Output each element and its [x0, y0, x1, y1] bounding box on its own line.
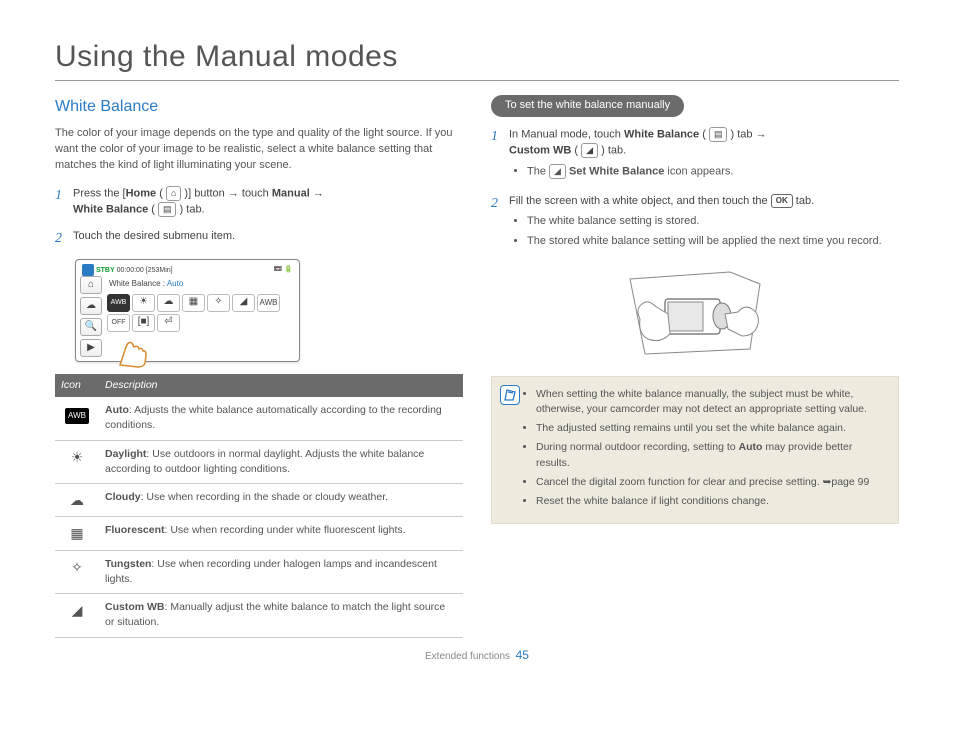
pointing-hand-icon [112, 329, 152, 369]
wb-row-icon: AWB [55, 397, 99, 440]
wb-icon: ▤ [158, 202, 177, 217]
list-item: The white balance setting is stored. [527, 214, 899, 230]
wb-row-desc: Cloudy: Use when recording in the shade … [99, 484, 463, 517]
table-row: ▦Fluorescent: Use when recording under w… [55, 517, 463, 550]
right-step-2-body: Fill the screen with a white object, and… [509, 194, 899, 254]
lcd-play-button[interactable]: ▶ [80, 339, 102, 357]
lcd-zoom-button[interactable]: 🔍 [80, 318, 102, 336]
step-number-1: 1 [55, 186, 67, 219]
set-wb-icon: ◢ [549, 164, 566, 179]
wb-option-tungsten[interactable]: ✧ [207, 294, 230, 312]
wb-nav-enter[interactable]: ⏎ [157, 314, 180, 332]
note-item: The adjusted setting remains until you s… [536, 421, 886, 436]
page-footer: Extended functions 45 [55, 648, 899, 662]
note-box: When setting the white balance manually,… [491, 376, 899, 525]
step-1-body: Press the [Home ( ⌂ )] button → touch Ma… [73, 186, 463, 219]
wb-row-desc: Auto: Adjusts the white balance automati… [99, 397, 463, 440]
right-column: To set the white balance manually 1 In M… [491, 95, 899, 638]
wb-row-desc: Custom WB: Manually adjust the white bal… [99, 594, 463, 637]
section-heading-white-balance: White Balance [55, 95, 463, 118]
camcorder-lcd: STBY 00:00:00 [253Min] 📼 🔋 ⌂ ☁ 🔍 ▶ White… [75, 259, 300, 362]
right-step-1-body: In Manual mode, touch White Balance ( ▤ … [509, 127, 899, 184]
list-item: The stored white balance setting will be… [527, 234, 899, 250]
wb-option-fluorescent[interactable]: ▦ [182, 294, 205, 312]
wb-row-desc: Tungsten: Use when recording under halog… [99, 550, 463, 593]
table-row: ✧Tungsten: Use when recording under halo… [55, 550, 463, 593]
table-row: ☁Cloudy: Use when recording in the shade… [55, 484, 463, 517]
step-2-body: Touch the desired submenu item. [73, 229, 463, 249]
wb-row-icon: ☁ [55, 484, 99, 517]
intro-text: The color of your image depends on the t… [55, 126, 463, 174]
subsection-pill: To set the white balance manually [491, 95, 684, 117]
home-icon: ⌂ [166, 186, 181, 201]
page-title: Using the Manual modes [55, 40, 899, 81]
wb-nav-prev[interactable]: AWB [257, 294, 280, 312]
table-header-icon: Icon [55, 374, 99, 397]
wb-option-auto[interactable]: AWB [107, 294, 130, 312]
table-header-description: Description [99, 374, 463, 397]
right-step1-bullet: The ◢ Set White Balance icon appears. [527, 164, 899, 180]
wb-option-cloudy[interactable]: ☁ [157, 294, 180, 312]
wb-row-icon: ☀ [55, 440, 99, 483]
wb-description-table: Icon Description AWBAuto: Adjusts the wh… [55, 374, 463, 638]
note-item: During normal outdoor recording, setting… [536, 440, 886, 470]
note-item: When setting the white balance manually,… [536, 387, 886, 417]
ok-icon: OK [771, 194, 793, 208]
table-row: ◢Custom WB: Manually adjust the white ba… [55, 594, 463, 637]
wb-option-daylight[interactable]: ☀ [132, 294, 155, 312]
wb-row-desc: Fluorescent: Use when recording under wh… [99, 517, 463, 550]
wb-row-icon: ✧ [55, 550, 99, 593]
table-row: AWBAuto: Adjusts the white balance autom… [55, 397, 463, 440]
wb-row-desc: Daylight: Use outdoors in normal dayligh… [99, 440, 463, 483]
table-row: ☀Daylight: Use outdoors in normal daylig… [55, 440, 463, 483]
right-step-number-2: 2 [491, 194, 503, 254]
right-step-number-1: 1 [491, 127, 503, 184]
wb-row-icon: ◢ [55, 594, 99, 637]
hands-holding-camera-illustration [610, 264, 780, 364]
wb-option-custom[interactable]: ◢ [232, 294, 255, 312]
note-item: Reset the white balance if light conditi… [536, 494, 886, 509]
note-icon [500, 385, 520, 405]
note-item: Cancel the digital zoom function for cle… [536, 475, 886, 490]
left-column: White Balance The color of your image de… [55, 95, 463, 638]
wb-row-icon: ▦ [55, 517, 99, 550]
custom-wb-icon: ◢ [581, 143, 598, 158]
wb-icon: ▤ [709, 127, 728, 142]
lcd-home-button[interactable]: ⌂ [80, 276, 102, 294]
lcd-rec-button[interactable]: ☁ [80, 297, 102, 315]
step-number-2: 2 [55, 229, 67, 249]
